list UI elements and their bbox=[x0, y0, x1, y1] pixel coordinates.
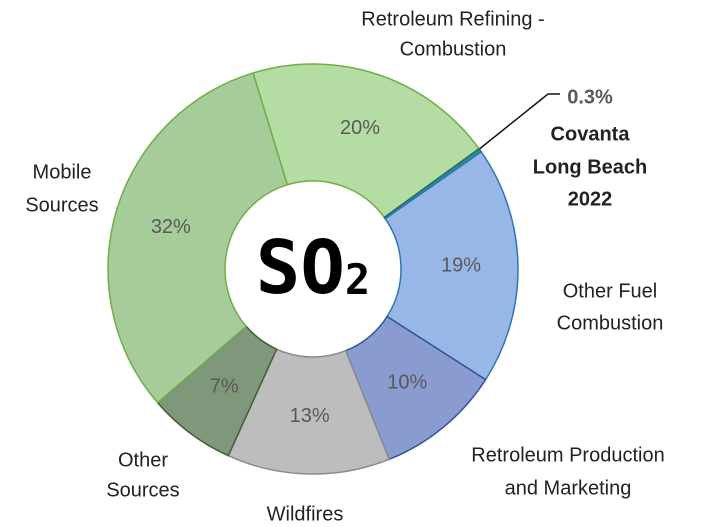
category-label: 2022 bbox=[568, 188, 613, 210]
value-label: 13% bbox=[290, 405, 330, 427]
category-label: Combustion bbox=[400, 38, 507, 60]
category-label: Other bbox=[118, 449, 168, 471]
value-label: 32% bbox=[151, 216, 191, 238]
category-label: Sources bbox=[25, 194, 98, 216]
category-label: Wildfires bbox=[267, 503, 344, 525]
donut-segment bbox=[252, 63, 481, 219]
category-label: Retroleum Production bbox=[471, 444, 664, 466]
category-label: Retroleum Refining - bbox=[361, 8, 544, 30]
value-label: 10% bbox=[387, 371, 427, 393]
category-label: Other Fuel bbox=[563, 280, 657, 302]
category-label: Long Beach bbox=[533, 156, 647, 178]
center-label: SO2 bbox=[256, 225, 370, 311]
value-label: 20% bbox=[340, 117, 380, 139]
value-label: 19% bbox=[441, 254, 481, 276]
value-label: 7% bbox=[210, 376, 239, 398]
donut-segment bbox=[107, 72, 289, 404]
category-label: Mobile bbox=[33, 161, 92, 183]
category-label: Sources bbox=[106, 479, 179, 501]
donut-segment bbox=[384, 150, 519, 381]
value-label: 0.3% bbox=[567, 86, 613, 108]
category-label: Covanta bbox=[551, 123, 631, 145]
category-label: Combustion bbox=[557, 312, 664, 334]
category-label: and Marketing bbox=[505, 477, 632, 499]
